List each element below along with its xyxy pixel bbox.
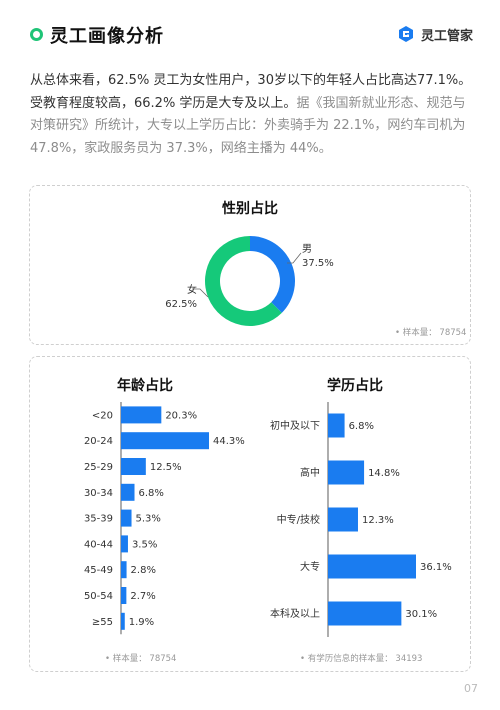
age-category-label: 45-49 xyxy=(84,565,113,576)
pie-label-female-value: 62.5% xyxy=(165,299,197,310)
education-bar xyxy=(328,507,358,532)
education-value-label: 12.3% xyxy=(362,515,394,526)
education-value-label: 14.8% xyxy=(368,468,400,479)
intro-source-text: 据《我国新就业形态、规范与对策研究》所统计，大专以上学历占比：外卖骑手为 22.… xyxy=(30,95,466,156)
pie-leader-line-male xyxy=(287,252,302,264)
pie-label-female: 女 62.5% xyxy=(161,284,197,312)
gender-donut-chart xyxy=(205,236,295,326)
pie-slice-female xyxy=(205,236,282,326)
age-value-label: 5.3% xyxy=(136,514,161,525)
age-education-card xyxy=(29,356,471,672)
education-sample-size: • 有学历信息的样本量： 34193 xyxy=(300,654,423,664)
age-bar-chart: <20 20.3% 20-24 44.3% 25-29 12.5% 30-34 6.8% 35-… xyxy=(84,402,245,635)
age-bar xyxy=(121,483,135,501)
page-title: 灵工画像分析 xyxy=(50,26,164,47)
age-bar xyxy=(121,509,132,527)
education-value-label: 6.8% xyxy=(349,421,374,432)
education-bar xyxy=(328,601,402,626)
education-category-label: 大专 xyxy=(300,560,320,573)
age-value-label: 1.9% xyxy=(129,617,154,628)
education-chart-title: 学历占比 xyxy=(327,378,383,394)
page-number: 07 xyxy=(464,682,478,695)
education-bar xyxy=(328,554,416,579)
page-header: 灵工画像分析 灵工管家 xyxy=(0,0,500,60)
pie-slice-male xyxy=(250,236,295,313)
gender-sample-size: • 样本量： 78754 xyxy=(395,328,467,338)
pie-leader-line-female xyxy=(192,288,209,298)
age-category-label: 35-39 xyxy=(84,514,113,525)
age-category-label: 50-54 xyxy=(84,591,113,602)
age-bar xyxy=(121,612,125,630)
education-category-label: 中专/技校 xyxy=(277,513,320,526)
age-value-label: 44.3% xyxy=(213,436,245,447)
education-bar xyxy=(328,460,365,485)
intro-main-text: 从总体来看，62.5% 灵工为女性用户，30岁以下的年轻人占比高达77.1%。受… xyxy=(30,73,472,111)
pie-label-male-value: 37.5% xyxy=(302,258,334,269)
age-chart-title: 年龄占比 xyxy=(117,378,173,394)
age-bar xyxy=(121,432,209,450)
age-bar xyxy=(121,561,127,579)
age-value-label: 3.5% xyxy=(132,539,157,550)
age-value-label: 2.7% xyxy=(130,591,155,602)
age-bar xyxy=(121,458,146,475)
education-bar xyxy=(328,413,345,438)
gender-chart-card xyxy=(29,185,471,345)
education-category-label: 初中及以下 xyxy=(270,419,320,432)
age-category-label: 30-34 xyxy=(84,488,113,499)
pie-label-female-name: 女 xyxy=(187,285,197,296)
intro-paragraph: 从总体来看，62.5% 灵工为女性用户，30岁以下的年轻人占比高达77.1%。受… xyxy=(30,70,475,160)
gender-chart-title: 性别占比 xyxy=(222,201,278,217)
age-bar xyxy=(121,406,162,424)
logo-text: 灵工管家 xyxy=(421,28,474,44)
age-bar xyxy=(121,535,128,553)
age-value-label: 20.3% xyxy=(165,410,197,421)
age-value-label: 2.8% xyxy=(131,565,156,576)
age-category-label: 40-44 xyxy=(84,539,113,550)
logo-g-icon xyxy=(399,26,413,42)
age-sample-size: • 样本量： 78754 xyxy=(105,654,177,664)
age-bar xyxy=(121,587,127,604)
pie-label-male-name: 男 xyxy=(302,244,312,255)
pie-label-male: 男 37.5% xyxy=(302,243,334,271)
education-category-label: 高中 xyxy=(300,466,320,479)
age-value-label: 6.8% xyxy=(139,488,164,499)
age-category-label: <20 xyxy=(92,410,113,421)
age-value-label: 12.5% xyxy=(150,462,182,473)
brand-logo: 灵工管家 xyxy=(396,24,473,44)
age-category-label: 20-24 xyxy=(84,436,113,447)
age-category-label: ≥55 xyxy=(92,617,113,628)
education-bar-chart: 初中及以下 6.8% 高中 14.8% 中专/技校 12.3% 大专 36.1% 本科及以上 30… xyxy=(270,402,452,637)
education-value-label: 30.1% xyxy=(405,609,437,620)
title-bullet-icon xyxy=(30,28,43,41)
age-category-label: 25-29 xyxy=(84,462,113,473)
education-category-label: 本科及以上 xyxy=(270,607,320,620)
education-value-label: 36.1% xyxy=(420,562,452,573)
